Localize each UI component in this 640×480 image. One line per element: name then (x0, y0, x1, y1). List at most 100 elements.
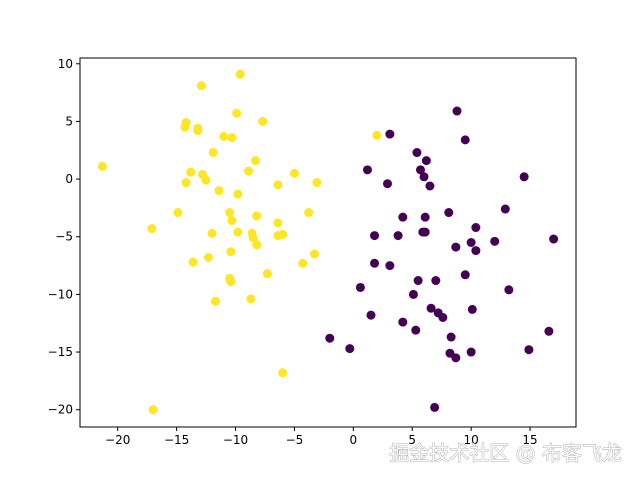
point (438, 312, 448, 322)
point (208, 148, 218, 158)
point (243, 166, 253, 176)
point (248, 233, 258, 243)
y-tick-label: −10 (48, 287, 73, 301)
point (466, 347, 476, 357)
point (196, 81, 206, 91)
point (471, 223, 481, 233)
point (148, 405, 158, 415)
point (227, 133, 237, 143)
point (398, 317, 408, 327)
point (252, 240, 262, 250)
point (173, 208, 183, 218)
point (219, 131, 229, 141)
point (235, 69, 245, 79)
x-tick-label: −5 (286, 433, 304, 447)
point (355, 282, 365, 292)
point (421, 156, 431, 166)
x-tick-label: −10 (223, 433, 248, 447)
point (370, 231, 380, 241)
point (193, 123, 203, 133)
point (524, 345, 534, 355)
point (232, 108, 242, 118)
point (226, 247, 236, 257)
x-tick-label: 10 (464, 433, 479, 447)
point (451, 242, 461, 252)
point (460, 270, 470, 280)
point (278, 229, 288, 239)
point (519, 172, 529, 182)
point (382, 179, 392, 189)
point (227, 216, 237, 226)
point (298, 258, 308, 268)
x-tick-label: 15 (522, 433, 537, 447)
point (262, 269, 272, 279)
point (233, 227, 243, 237)
point (426, 303, 436, 313)
point (500, 204, 510, 214)
point (466, 238, 476, 247)
point (214, 186, 224, 196)
point (398, 212, 408, 222)
point (362, 165, 372, 175)
watermark: 掘金技术社区 @ 布客飞龙 (389, 441, 622, 465)
point (467, 304, 477, 314)
point (452, 106, 462, 116)
point (273, 218, 283, 228)
point (312, 178, 322, 188)
point (289, 168, 299, 178)
y-tick-label: −20 (48, 403, 73, 417)
axes-frame (79, 57, 577, 428)
point (490, 236, 500, 246)
point (304, 208, 314, 218)
point (186, 167, 196, 177)
point (420, 212, 430, 222)
point (419, 172, 429, 182)
point (430, 402, 440, 412)
point (309, 249, 319, 259)
point (203, 252, 213, 262)
point (460, 135, 470, 145)
point (273, 180, 283, 190)
point (188, 257, 198, 267)
point (246, 294, 256, 304)
point (471, 246, 481, 256)
point (181, 178, 191, 188)
point (233, 189, 243, 199)
point (278, 368, 288, 378)
point (444, 208, 454, 218)
x-tick-label: 5 (408, 433, 416, 447)
point (372, 130, 382, 140)
point (415, 165, 425, 175)
point (385, 261, 395, 271)
y-tick-label: −5 (55, 230, 73, 244)
point (325, 333, 335, 343)
point (225, 208, 235, 218)
point (207, 228, 217, 238)
point (451, 353, 461, 363)
point (446, 332, 456, 342)
point (425, 181, 435, 191)
x-tick-label: 0 (350, 433, 358, 447)
point (370, 258, 380, 268)
point (413, 276, 423, 286)
point (345, 344, 355, 354)
point (251, 156, 261, 166)
point (504, 285, 514, 295)
point (181, 118, 191, 128)
x-tick-label: −15 (164, 433, 189, 447)
point (258, 116, 268, 126)
point (97, 161, 107, 171)
y-tick-label: 0 (65, 172, 73, 186)
point (366, 310, 376, 320)
point (393, 231, 403, 241)
point (544, 326, 554, 336)
point (385, 129, 395, 139)
point (210, 296, 220, 306)
point (420, 227, 430, 237)
point (549, 234, 559, 244)
point (201, 175, 211, 185)
point (147, 224, 157, 234)
point (431, 276, 441, 286)
point (411, 325, 421, 335)
